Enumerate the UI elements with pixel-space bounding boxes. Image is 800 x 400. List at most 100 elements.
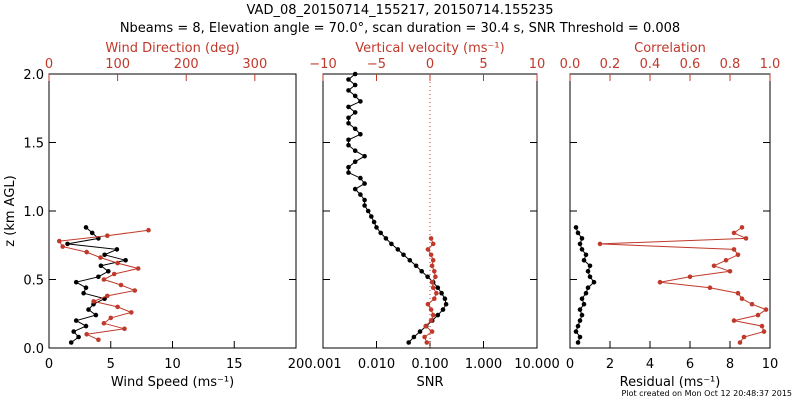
data-point bbox=[346, 115, 351, 121]
data-point bbox=[362, 153, 367, 159]
data-point bbox=[727, 269, 733, 274]
y-tick-label: 0.5 bbox=[23, 274, 44, 289]
data-point bbox=[579, 296, 585, 302]
data-point bbox=[118, 282, 124, 288]
data-point bbox=[587, 263, 593, 269]
bottom-tick-label: 0 bbox=[566, 357, 574, 372]
bottom-tick-label: 6 bbox=[686, 357, 694, 372]
data-point bbox=[583, 252, 589, 258]
data-point bbox=[749, 301, 755, 307]
data-point bbox=[81, 290, 86, 296]
bottom-axis-label: Wind Speed (ms⁻¹) bbox=[111, 375, 234, 390]
data-point bbox=[346, 137, 351, 143]
top-tick-label: 0.0 bbox=[560, 57, 581, 72]
data-point bbox=[419, 269, 425, 274]
figure-title-line2: Nbeams = 8, Elevation angle = 70.0°, sca… bbox=[120, 21, 680, 36]
data-point bbox=[435, 312, 441, 318]
data-point bbox=[430, 258, 436, 263]
data-point bbox=[73, 318, 79, 323]
data-point bbox=[84, 249, 89, 255]
data-point bbox=[352, 159, 358, 164]
data-point bbox=[108, 315, 114, 321]
data-point bbox=[423, 323, 429, 329]
data-point bbox=[657, 279, 663, 285]
data-point bbox=[362, 181, 367, 186]
top-tick-label: −5 bbox=[367, 57, 386, 72]
data-point bbox=[135, 266, 141, 271]
panel-frame bbox=[48, 73, 297, 349]
data-point bbox=[761, 329, 767, 334]
top-tick-label: 5 bbox=[479, 57, 487, 72]
data-point bbox=[422, 334, 427, 340]
data-point bbox=[707, 285, 713, 291]
data-point bbox=[428, 252, 434, 258]
top-tick-label: 1.0 bbox=[760, 57, 781, 72]
bottom-tick-label: 0.100 bbox=[411, 357, 448, 372]
data-point bbox=[573, 329, 579, 334]
bottom-tick-label: 0.001 bbox=[304, 357, 341, 372]
data-point bbox=[98, 263, 104, 269]
data-point bbox=[358, 192, 363, 197]
data-point bbox=[417, 329, 423, 334]
data-point bbox=[575, 230, 581, 236]
data-point bbox=[132, 288, 138, 293]
data-point bbox=[723, 258, 729, 263]
data-point bbox=[579, 247, 585, 252]
data-point bbox=[106, 269, 111, 274]
data-point bbox=[439, 290, 444, 296]
data-point bbox=[575, 340, 581, 345]
bottom-tick-label: 15 bbox=[226, 357, 243, 372]
data-point bbox=[114, 247, 120, 252]
data-point bbox=[581, 258, 587, 263]
series-line-snr bbox=[347, 73, 447, 343]
data-point bbox=[395, 247, 401, 252]
data-point bbox=[763, 307, 769, 312]
bottom-tick-label: 10 bbox=[164, 357, 181, 372]
data-point bbox=[352, 126, 358, 132]
data-point bbox=[68, 340, 74, 345]
data-point bbox=[71, 329, 76, 334]
data-point bbox=[407, 258, 413, 263]
bottom-tick-label: 20 bbox=[288, 357, 305, 372]
data-point bbox=[86, 307, 91, 312]
y-axis-label: z (km AGL) bbox=[3, 175, 18, 246]
series-line-correlation bbox=[599, 226, 768, 343]
data-point bbox=[101, 277, 107, 282]
data-point bbox=[577, 334, 583, 340]
top-axis-label: Vertical velocity (ms⁻¹) bbox=[355, 41, 504, 56]
data-point bbox=[430, 285, 436, 291]
data-point bbox=[122, 326, 127, 332]
data-point bbox=[741, 334, 747, 340]
data-point bbox=[413, 263, 419, 269]
panel-snr: 0.001 0.010 0.100 1.000 10.000 SNR −10 −5 0 5 10 Ve… bbox=[304, 41, 559, 390]
data-point bbox=[435, 285, 441, 291]
top-tick-label: 10 bbox=[529, 57, 546, 72]
data-point bbox=[389, 241, 394, 247]
data-point bbox=[443, 301, 449, 307]
data-point bbox=[585, 285, 591, 291]
bottom-tick-label: 10.000 bbox=[514, 357, 560, 372]
data-point bbox=[115, 304, 120, 310]
data-point bbox=[759, 323, 765, 329]
data-point bbox=[406, 340, 412, 345]
data-point bbox=[111, 271, 117, 277]
data-point bbox=[346, 164, 351, 170]
data-point bbox=[739, 296, 745, 302]
data-point bbox=[346, 170, 351, 175]
top-tick-label: 200 bbox=[174, 57, 199, 72]
data-point bbox=[579, 312, 585, 318]
data-point bbox=[362, 197, 367, 203]
data-point bbox=[352, 186, 358, 192]
data-point bbox=[83, 323, 89, 329]
data-point bbox=[428, 236, 434, 241]
top-tick-label: 0 bbox=[45, 57, 53, 72]
data-point bbox=[735, 252, 741, 258]
panel-frame bbox=[569, 73, 771, 349]
bottom-tick-label: 0 bbox=[45, 357, 53, 372]
data-point bbox=[358, 175, 363, 181]
data-point bbox=[91, 299, 96, 304]
data-point bbox=[60, 244, 65, 249]
bottom-tick-label: 0.010 bbox=[358, 357, 395, 372]
data-point bbox=[428, 318, 434, 323]
